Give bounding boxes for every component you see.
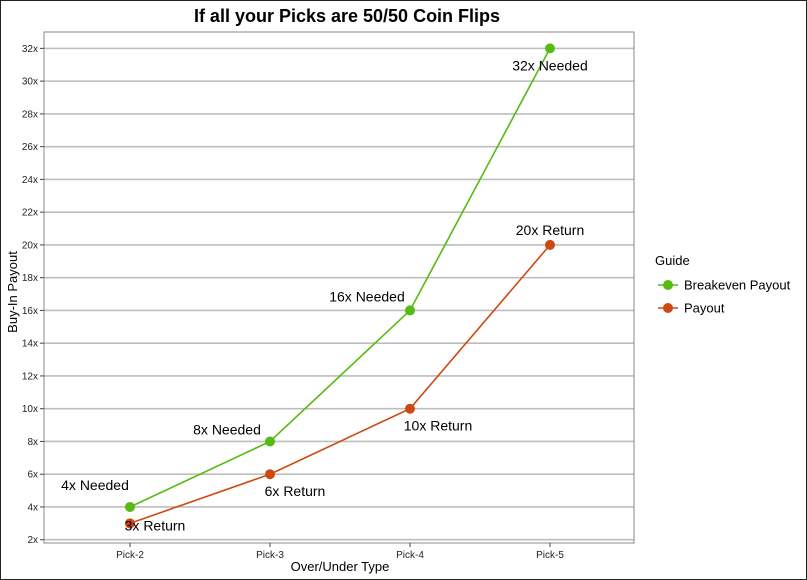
y-tick-label: 6x xyxy=(27,470,38,481)
y-tick-label: 16x xyxy=(22,306,38,317)
x-tick-label: Pick-2 xyxy=(116,550,144,561)
x-tick-label: Pick-5 xyxy=(536,550,564,561)
y-axis-ticks: 2x 4x 6x 8x 10x 12x 14x 16x 18x 20x 22x 24x 26x 28x 30… xyxy=(22,44,44,546)
y-tick-label: 18x xyxy=(22,273,38,284)
x-tick-label: Pick-3 xyxy=(256,550,284,561)
series-line-0 xyxy=(129,48,551,508)
legend-entry: Breakeven Payout xyxy=(684,278,791,293)
data-label: 20x Return xyxy=(516,222,584,238)
legend-title: Guide xyxy=(655,253,690,268)
data-label: 16x Needed xyxy=(329,288,405,304)
data-point xyxy=(405,305,415,316)
y-axis-label: Buy-In Payout xyxy=(5,251,20,333)
legend-swatch-marker xyxy=(663,280,673,290)
data-point xyxy=(265,436,275,447)
y-tick-label: 20x xyxy=(22,240,38,251)
annotation-layer: 4x Needed 8x Needed 16x Needed 32x Needed 3x… xyxy=(61,57,588,533)
grid-lines xyxy=(44,47,634,541)
data-point xyxy=(545,43,555,54)
data-label: 8x Needed xyxy=(193,421,261,437)
y-tick-label: 22x xyxy=(22,208,38,219)
y-tick-label: 8x xyxy=(27,437,38,448)
plot-border xyxy=(43,31,635,544)
y-tick-label: 2x xyxy=(27,535,38,546)
data-label: 10x Return xyxy=(404,418,472,434)
y-tick-label: 10x xyxy=(22,404,38,415)
legend-entry: Payout xyxy=(684,301,725,316)
series-layer xyxy=(125,43,555,529)
legend: Guide Breakeven Payout Payout xyxy=(655,253,791,316)
x-axis-ticks: Pick-2 Pick-3 Pick-4 Pick-5 xyxy=(116,543,564,561)
data-point xyxy=(405,403,415,414)
legend-swatch-marker xyxy=(663,303,673,313)
data-point xyxy=(545,239,555,250)
y-tick-label: 30x xyxy=(22,77,38,88)
data-label: 6x Return xyxy=(265,483,326,499)
y-tick-label: 32x xyxy=(22,44,38,55)
series-line-1 xyxy=(129,244,551,525)
y-tick-label: 24x xyxy=(22,175,38,186)
data-point xyxy=(125,518,135,529)
y-tick-label: 26x xyxy=(22,142,38,153)
y-tick-label: 14x xyxy=(22,339,38,350)
data-label: 3x Return xyxy=(125,517,186,533)
x-tick-label: Pick-4 xyxy=(396,550,424,561)
data-label: 32x Needed xyxy=(512,57,588,73)
y-tick-label: 4x xyxy=(27,502,38,513)
data-point xyxy=(265,469,275,480)
y-tick-label: 12x xyxy=(22,371,38,382)
y-tick-label: 28x xyxy=(22,109,38,120)
x-axis-label: Over/Under Type xyxy=(291,559,390,574)
chart-title: If all your Picks are 50/50 Coin Flips xyxy=(194,6,500,26)
data-point xyxy=(125,501,135,512)
data-label: 4x Needed xyxy=(61,477,129,493)
